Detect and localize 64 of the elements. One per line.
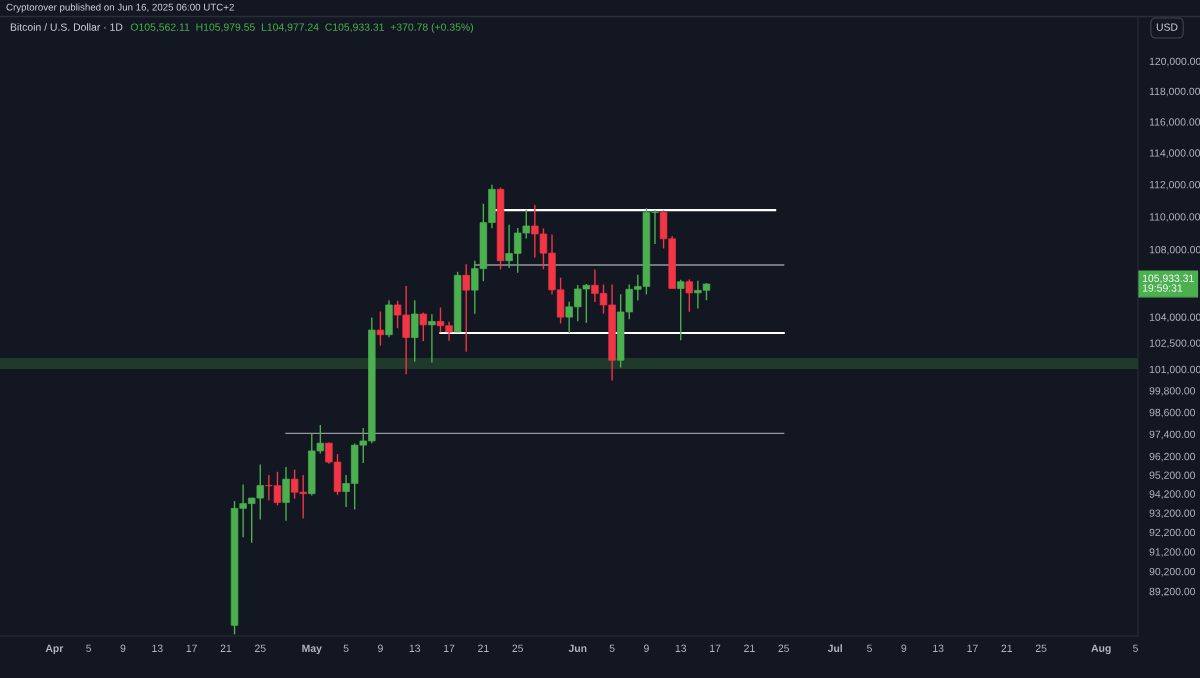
candlestick — [462, 263, 470, 353]
x-tick-label: 21 — [220, 644, 232, 652]
y-tick-label: 112,000.00 — [1149, 180, 1200, 190]
y-tick-label: 102,500.00 — [1149, 339, 1200, 349]
candlestick — [282, 466, 290, 522]
candlestick — [685, 278, 693, 313]
y-tick-label: 97,400.00 — [1149, 430, 1196, 440]
y-tick-label: 118,000.00 — [1149, 87, 1200, 97]
y-tick-label: 94,200.00 — [1149, 490, 1196, 499]
x-tick-label: Apr — [45, 644, 64, 655]
y-tick-label: 90,200.00 — [1149, 567, 1196, 577]
y-tick-label: 101,000.00 — [1149, 365, 1200, 375]
x-tick-label: 13 — [933, 644, 944, 652]
chart-title: Bitcoin / U.S. Dollar · 1D — [10, 23, 123, 31]
candlestick — [677, 279, 685, 341]
text: Cryptorover published on Jun 16, 2025 06:00 UTC+2 — [6, 3, 234, 13]
candlestick — [411, 299, 419, 363]
y-tick-label: 114,000.00 — [1149, 149, 1200, 158]
y-tick-label: 108,000.00 — [1149, 245, 1200, 255]
y-tick-label: 91,200.00 — [1149, 548, 1196, 557]
x-tick-label: 5 — [343, 644, 349, 652]
x-tick-label: 9 — [644, 644, 649, 652]
x-tick-label: 13 — [675, 644, 687, 652]
x-tick-label: 13 — [409, 644, 421, 652]
x-tick-label: 5 — [609, 644, 615, 652]
text: O105,562.11 H105,979.55 L104,977.24 C105,933.31 +370.78 (+0.35%) — [130, 23, 473, 33]
candlestick — [419, 311, 428, 342]
x-tick-label: 25 — [255, 644, 266, 652]
x-tick-label: Jul — [827, 644, 842, 652]
x-tick-label: 13 — [152, 644, 163, 652]
candlestick — [428, 313, 436, 364]
x-tick-label: 9 — [120, 644, 126, 652]
x-tick-label: Jun — [568, 644, 587, 652]
y-tick-label: 110,000.00 — [1149, 213, 1200, 222]
x-tick-label: 9 — [378, 644, 383, 652]
x-tick-label: 5 — [1133, 644, 1138, 652]
y-tick-label: 120,000.00 — [1149, 57, 1200, 67]
y-tick-label: 92,200.00 — [1149, 528, 1196, 538]
y-tick-label: 93,200.00 — [1149, 509, 1196, 519]
x-tick-label: Aug — [1091, 644, 1111, 655]
y-tick-label: 99,800.00 — [1149, 387, 1196, 396]
x-tick-label: 25 — [512, 644, 524, 652]
x-tick-label: 25 — [778, 644, 790, 652]
x-tick-label: 5 — [867, 644, 872, 652]
x-tick-label: 21 — [1001, 644, 1013, 652]
x-tick-label: 17 — [710, 644, 721, 652]
y-tick-label: 116,000.00 — [1149, 118, 1200, 127]
y-tick-label: 89,200.00 — [1149, 587, 1196, 597]
x-tick-label: 21 — [478, 644, 489, 652]
y-tick-label: 98,600.00 — [1149, 408, 1196, 418]
y-tick-label: 95,200.00 — [1149, 471, 1196, 481]
x-tick-label: 17 — [444, 644, 455, 652]
candlestick — [376, 310, 385, 347]
x-tick-label: May — [302, 644, 322, 655]
x-tick-label: 21 — [744, 644, 755, 652]
x-tick-label: 25 — [1035, 644, 1047, 652]
y-tick-label: 104,000.00 — [1149, 313, 1200, 323]
text: 105,933.31 19:59:31 — [1142, 274, 1194, 292]
x-tick-label: 9 — [901, 644, 907, 652]
text: USD — [1156, 23, 1178, 31]
x-tick-label: 17 — [967, 644, 978, 652]
x-tick-label: 17 — [186, 644, 197, 652]
y-tick-label: 96,200.00 — [1149, 452, 1196, 462]
x-tick-label: 5 — [86, 644, 92, 652]
